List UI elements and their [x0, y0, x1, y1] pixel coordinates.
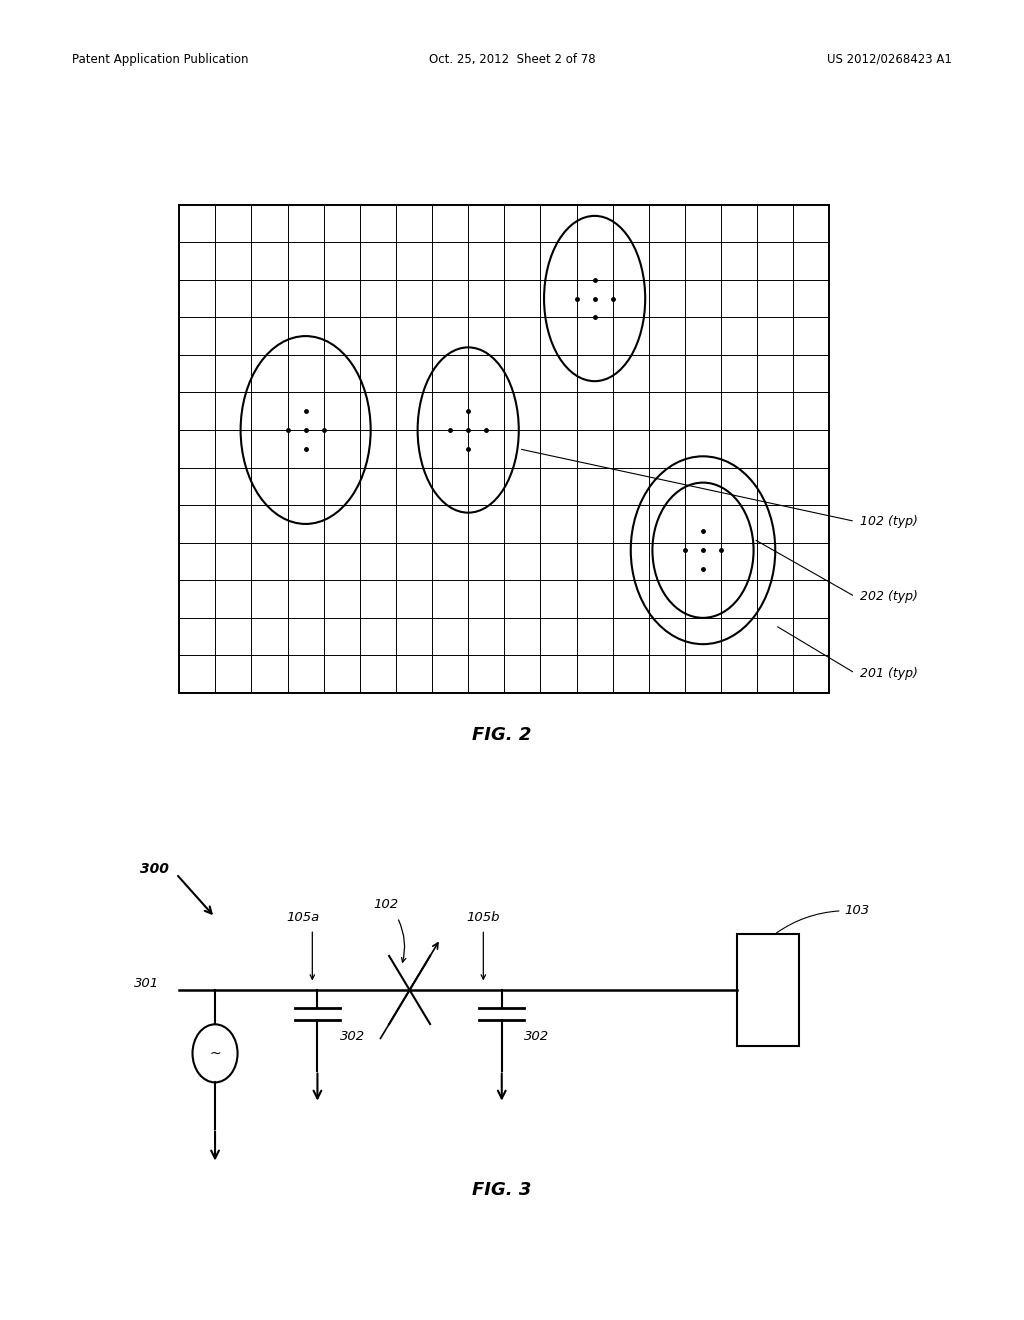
- Text: 103: 103: [845, 904, 870, 917]
- Bar: [737, 935, 799, 1045]
- Text: Oct. 25, 2012  Sheet 2 of 78: Oct. 25, 2012 Sheet 2 of 78: [429, 53, 595, 66]
- Text: 201 (typ): 201 (typ): [860, 667, 919, 680]
- Text: 102: 102: [374, 898, 399, 911]
- Text: Patent Application Publication: Patent Application Publication: [72, 53, 248, 66]
- Text: FIG. 2: FIG. 2: [472, 726, 531, 744]
- Text: 202 (typ): 202 (typ): [860, 590, 919, 603]
- Text: 105a: 105a: [287, 911, 319, 924]
- Text: 105b: 105b: [466, 911, 500, 924]
- Text: FIG. 3: FIG. 3: [472, 1181, 531, 1200]
- Text: US 2012/0268423 A1: US 2012/0268423 A1: [827, 53, 952, 66]
- Text: 302: 302: [340, 1030, 366, 1043]
- Text: 302: 302: [524, 1030, 550, 1043]
- Text: 102 (typ): 102 (typ): [860, 515, 919, 528]
- Text: 300: 300: [140, 862, 169, 875]
- Text: ~: ~: [209, 1047, 221, 1060]
- Text: 301: 301: [133, 977, 159, 990]
